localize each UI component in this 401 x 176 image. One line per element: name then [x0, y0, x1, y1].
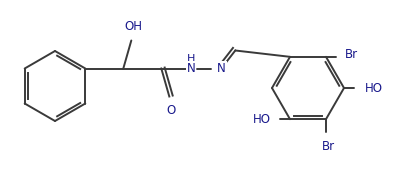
- Text: N: N: [186, 62, 195, 75]
- Text: Br: Br: [321, 140, 334, 153]
- Text: O: O: [166, 105, 176, 118]
- Text: HO: HO: [252, 113, 270, 126]
- Text: OH: OH: [124, 20, 142, 33]
- Text: HO: HO: [364, 81, 382, 95]
- Text: N: N: [217, 62, 225, 75]
- Text: Br: Br: [344, 48, 357, 61]
- Text: H: H: [186, 54, 195, 64]
